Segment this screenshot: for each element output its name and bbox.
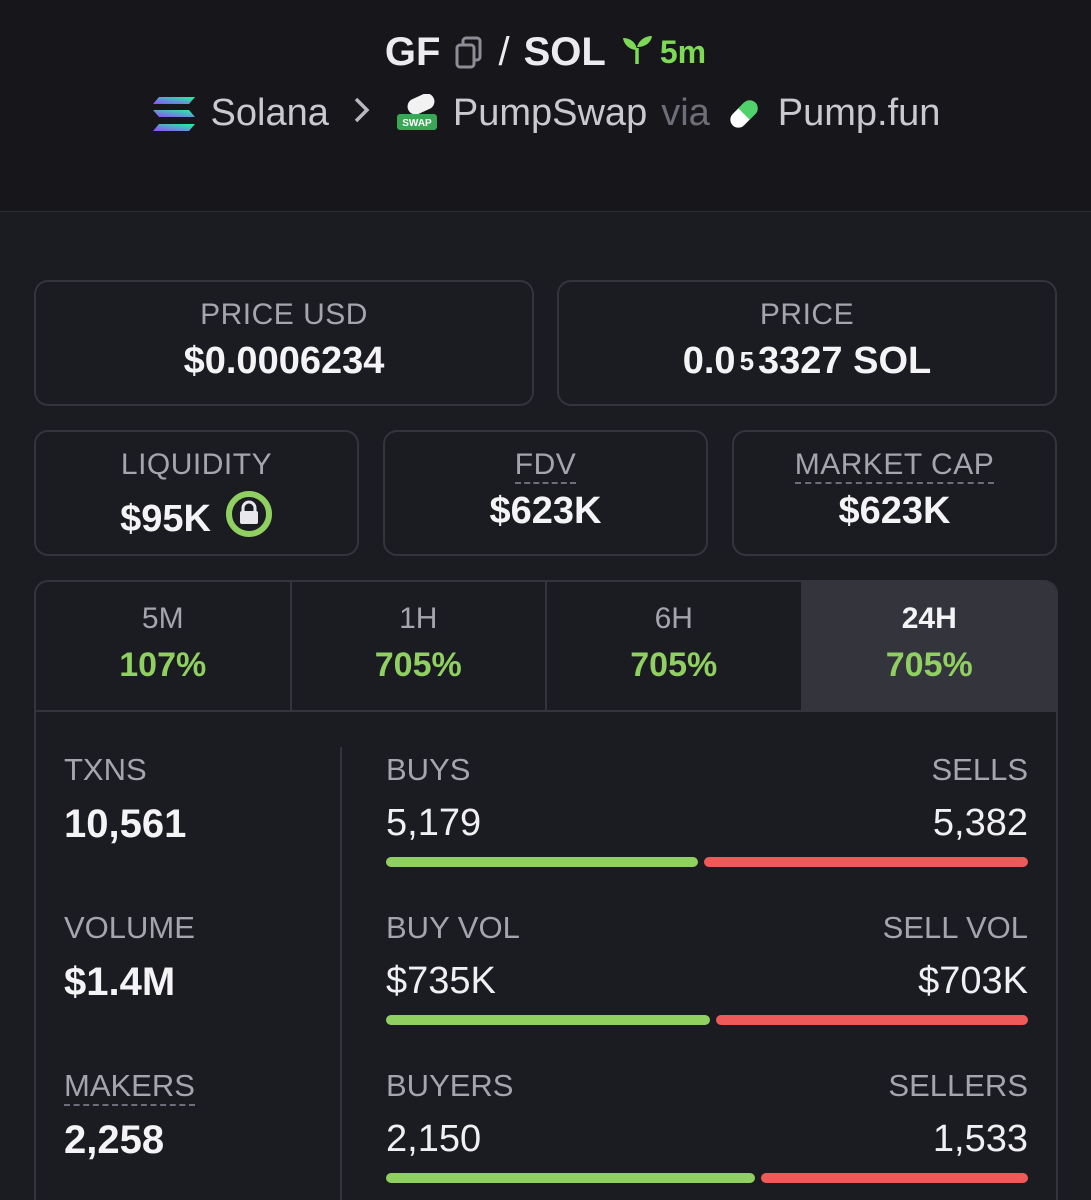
- pair-header: GF / SOL 5m: [0, 0, 1091, 212]
- liquidity-value: $95K: [120, 497, 211, 540]
- lock-icon[interactable]: [225, 490, 273, 548]
- sells-label: SELLS: [931, 752, 1028, 787]
- tab-24h[interactable]: 24H 705%: [802, 582, 1056, 710]
- dex-link[interactable]: PumpSwap: [452, 92, 648, 134]
- txns-value: 10,561: [64, 802, 187, 846]
- sell-vol-value: $703K: [918, 960, 1028, 1002]
- sells-value: 5,382: [932, 802, 1028, 844]
- buyers-sellers-split: BUYERS SELLERS 2,150 1,533: [386, 1068, 1028, 1200]
- tab-6h[interactable]: 6H 705%: [547, 582, 803, 710]
- stats-panel: 5M 107% 1H 705% 6H 705% 24H 705% TXNS 10…: [34, 580, 1058, 1200]
- pair-separator: /: [498, 30, 510, 74]
- sellers-label: SELLERS: [888, 1068, 1028, 1103]
- pumpswap-icon: SWAP: [395, 93, 439, 134]
- price-usd-card: PRICE USD $0.0006234: [34, 280, 534, 406]
- liquidity-card: LIQUIDITY $95K: [34, 430, 359, 556]
- volume-label: VOLUME: [64, 910, 195, 945]
- buy-bar: [386, 1173, 755, 1183]
- timeframe-tabs: 5M 107% 1H 705% 6H 705% 24H 705%: [36, 582, 1056, 712]
- price-native-suffix: 3327 SOL: [758, 340, 932, 382]
- buyers-label: BUYERS: [386, 1068, 514, 1103]
- chevron-right-icon: [353, 94, 371, 133]
- market-cap-value: $623K: [838, 490, 951, 532]
- sell-bar: [703, 857, 1028, 867]
- tab-label: 5M: [141, 602, 184, 635]
- makers-value: 2,258: [64, 1118, 165, 1162]
- liquidity-value-row: $95K: [36, 490, 357, 548]
- txns-metric: TXNS 10,561: [64, 752, 324, 910]
- liquidity-label: LIQUIDITY: [120, 448, 273, 481]
- buy-sell-splits: BUYS SELLS 5,179 5,382 BUY VOL SELL VOL …: [386, 752, 1028, 1200]
- makers-label[interactable]: MAKERS: [64, 1068, 195, 1106]
- tab-change: 705%: [374, 646, 462, 684]
- price-native-card: PRICE 0.0 5 3327 SOL: [557, 280, 1057, 406]
- buy-bar: [386, 1015, 711, 1025]
- tab-label: 6H: [654, 602, 693, 635]
- tab-label: 24H: [901, 602, 957, 635]
- fdv-value: $623K: [489, 490, 602, 532]
- buy-bar: [386, 857, 698, 867]
- market-cap-card: MARKET CAP $623K: [732, 430, 1057, 556]
- tab-change: 705%: [885, 646, 973, 684]
- volume-value: $1.4M: [64, 960, 176, 1004]
- price-usd-label: PRICE USD: [200, 298, 368, 331]
- makers-metric: MAKERS 2,258: [64, 1068, 324, 1200]
- chain-link[interactable]: Solana: [210, 92, 329, 134]
- volume-bar: [386, 1015, 1028, 1025]
- fdv-card: FDV $623K: [383, 430, 708, 556]
- buy-vol-label: BUY VOL: [386, 910, 520, 945]
- sellers-value: 1,533: [932, 1118, 1028, 1160]
- tab-change: 107%: [119, 646, 207, 684]
- tab-label: 1H: [399, 602, 438, 635]
- fdv-label[interactable]: FDV: [514, 448, 577, 484]
- pair-age: 5m: [620, 32, 706, 74]
- volume-metric: VOLUME $1.4M: [64, 910, 324, 1068]
- base-token-symbol: GF: [384, 30, 441, 74]
- buyers-sellers-bar: [386, 1173, 1028, 1183]
- sell-bar: [760, 1173, 1028, 1183]
- tab-1h[interactable]: 1H 705%: [292, 582, 547, 710]
- tab-5m[interactable]: 5M 107%: [36, 582, 292, 710]
- summary-metrics: TXNS 10,561 VOLUME $1.4M MAKERS 2,258: [64, 752, 324, 1200]
- buys-value: 5,179: [386, 802, 482, 844]
- price-usd-value: $0.0006234: [183, 340, 385, 382]
- price-native-value: 0.0 5 3327 SOL: [559, 340, 1055, 383]
- copy-icon[interactable]: [454, 36, 484, 70]
- column-divider: [340, 747, 342, 1200]
- tab-change: 705%: [630, 646, 718, 684]
- breadcrumb: Solana SWAP PumpSwap via Pump.fun: [0, 92, 1091, 135]
- buys-sells-split: BUYS SELLS 5,179 5,382: [386, 752, 1028, 910]
- svg-text:SWAP: SWAP: [402, 118, 432, 129]
- price-native-zero-count: 5: [739, 346, 755, 376]
- buy-vol-value: $735K: [386, 960, 496, 1002]
- buyers-value: 2,150: [386, 1118, 482, 1160]
- solana-icon: [151, 95, 197, 133]
- market-cap-label[interactable]: MARKET CAP: [794, 448, 995, 484]
- sell-bar: [716, 1015, 1028, 1025]
- sell-vol-label: SELL VOL: [882, 910, 1028, 945]
- buys-sells-bar: [386, 857, 1028, 867]
- pair-title: GF / SOL 5m: [0, 30, 1091, 75]
- price-native-label: PRICE: [759, 298, 855, 331]
- quote-token-symbol: SOL: [523, 30, 606, 74]
- pumpfun-pill-icon: [724, 94, 764, 134]
- pair-age-text: 5m: [659, 34, 707, 70]
- price-native-prefix: 0.0: [682, 340, 736, 382]
- via-label: via: [661, 92, 710, 134]
- txns-label: TXNS: [64, 752, 147, 787]
- launchpad-link[interactable]: Pump.fun: [777, 92, 941, 134]
- seedling-icon: [620, 32, 654, 74]
- volume-split: BUY VOL SELL VOL $735K $703K: [386, 910, 1028, 1068]
- buys-label: BUYS: [386, 752, 471, 787]
